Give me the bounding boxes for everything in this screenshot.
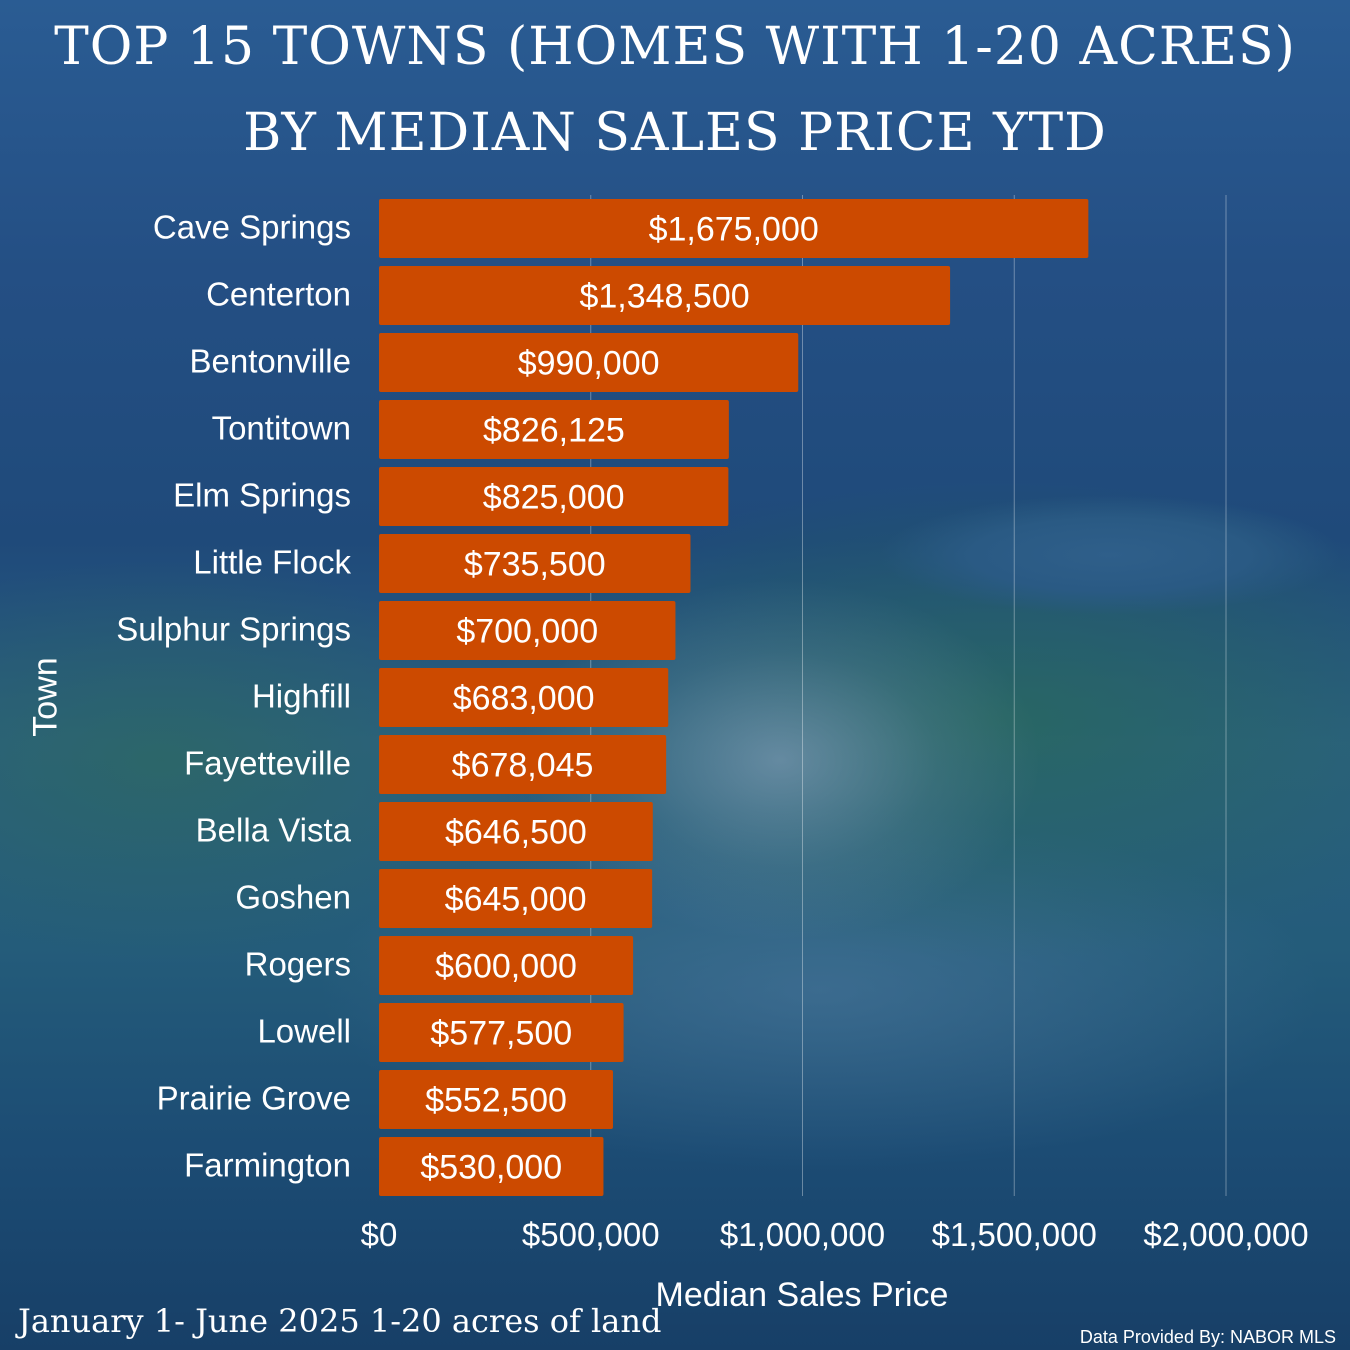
bar [379, 400, 729, 459]
bar-value-label: $1,348,500 [579, 278, 749, 316]
category-label: Cave Springs [153, 209, 351, 246]
bar [379, 869, 653, 928]
title-line-1: TOP 15 TOWNS (HOMES WITH 1-20 ACRES) [54, 17, 1296, 77]
bar-value-label: $990,000 [518, 345, 660, 383]
bar [379, 936, 634, 995]
y-axis-title: Town [26, 657, 65, 737]
bar-value-label: $735,500 [464, 546, 606, 584]
category-label: Fayetteville [184, 745, 351, 782]
category-label: Sulphur Springs [116, 611, 351, 648]
x-tick-labels: $0 $500,000 $1,000,000 $1,500,000 $2,000,000 [361, 1216, 1309, 1253]
bar-value-label: $683,000 [453, 680, 595, 718]
category-label: Farmington [184, 1147, 351, 1184]
bar-value-label: $678,045 [452, 747, 594, 785]
x-tick-label: $2,000,000 [1143, 1216, 1308, 1253]
bar-value-label: $600,000 [435, 948, 577, 986]
bar [379, 802, 653, 861]
bar-value-label: $645,000 [445, 881, 587, 919]
x-tick-label: $0 [361, 1216, 398, 1253]
category-label: Centerton [206, 276, 351, 313]
bar [379, 199, 1089, 258]
bar-value-label: $577,500 [430, 1015, 572, 1053]
x-tick-label: $500,000 [522, 1216, 660, 1253]
category-label: Lowell [257, 1013, 351, 1050]
title-line-2: BY MEDIAN SALES PRICE YTD [243, 103, 1107, 163]
category-label: Bella Vista [196, 812, 352, 849]
category-label: Little Flock [193, 544, 351, 581]
bar [379, 1137, 604, 1196]
bar-value-label: $1,675,000 [649, 211, 819, 249]
bar-value-label: $646,500 [445, 814, 587, 852]
category-label: Rogers [245, 946, 351, 983]
bar-value-label: $825,000 [483, 479, 625, 517]
bar-value-label: $530,000 [420, 1149, 562, 1187]
bar [379, 668, 669, 727]
bar-value-label: $826,125 [483, 412, 625, 450]
chart-title: TOP 15 TOWNS (HOMES WITH 1-20 ACRES) BY … [0, 4, 1350, 176]
category-label: Bentonville [190, 343, 351, 380]
bars: $1,675,000 $1,348,500 $990,000 $826,125 $825… [379, 199, 1089, 1196]
category-label: Tontitown [212, 410, 351, 447]
bar [379, 266, 951, 325]
date-range-footnote: January 1- June 2025 1-20 acres of land [18, 1302, 662, 1340]
bar [379, 1070, 613, 1129]
data-source-credit: Data Provided By: NABOR MLS [1079, 1327, 1336, 1347]
category-label: Prairie Grove [157, 1080, 351, 1117]
category-labels: Cave Springs Centerton Bentonville Tontitow… [116, 209, 351, 1184]
bar [379, 735, 667, 794]
category-label: Highfill [252, 678, 351, 715]
bar-value-label: $700,000 [456, 613, 598, 651]
x-tick-label: $1,500,000 [932, 1216, 1097, 1253]
x-tick-label: $1,000,000 [720, 1216, 885, 1253]
category-label: Elm Springs [173, 477, 351, 514]
category-label: Goshen [235, 879, 351, 916]
bar [379, 534, 691, 593]
x-axis-title: Median Sales Price [655, 1276, 949, 1314]
bar-value-label: $552,500 [425, 1082, 567, 1120]
bar [379, 333, 799, 392]
bar [379, 467, 729, 526]
bar [379, 601, 676, 660]
bar [379, 1003, 624, 1062]
